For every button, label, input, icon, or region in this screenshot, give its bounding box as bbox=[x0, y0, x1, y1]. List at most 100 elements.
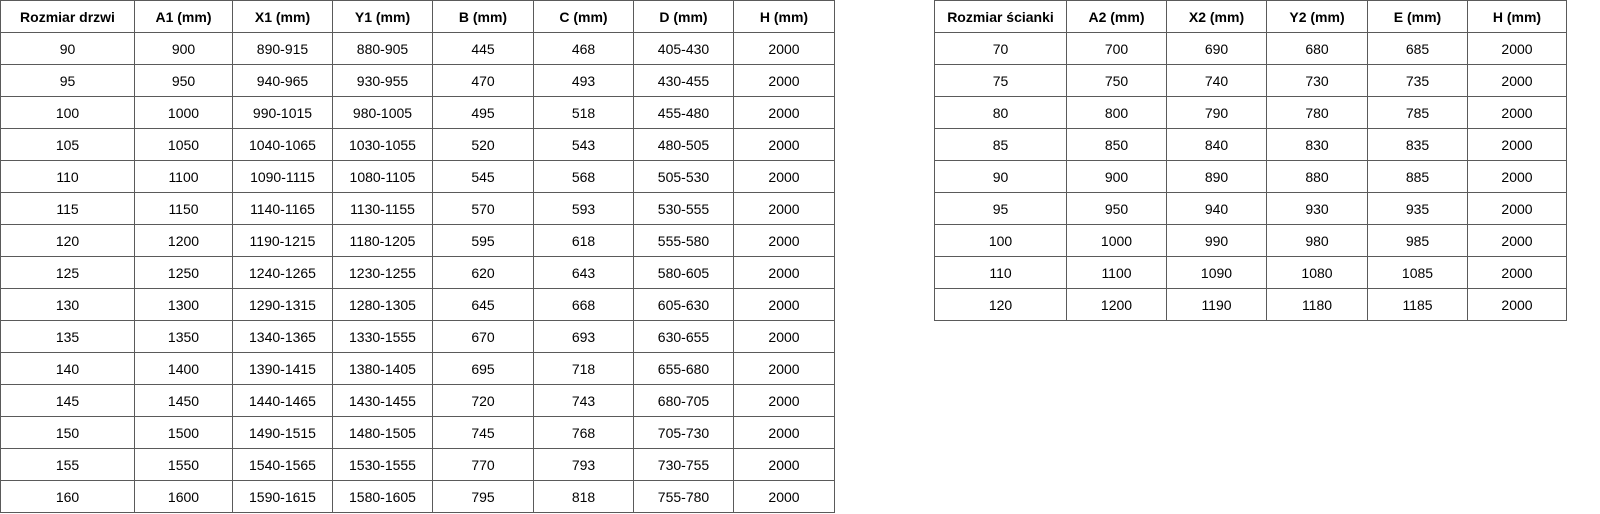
table-cell: 1500 bbox=[134, 416, 233, 449]
table-cell: 1600 bbox=[134, 480, 233, 513]
table-row: 135 1350 1340-1365 1330-1555 670 693 630-655 20… bbox=[0, 320, 835, 353]
table-cell: 160 bbox=[0, 480, 135, 513]
table-cell: 1185 bbox=[1367, 288, 1468, 321]
table-cell: 2000 bbox=[733, 384, 835, 417]
table-cell: 755-780 bbox=[633, 480, 734, 513]
table-cell: 1080 bbox=[1266, 256, 1368, 289]
table-cell: 1200 bbox=[134, 224, 233, 257]
table-cell: 2000 bbox=[733, 416, 835, 449]
table-row: 120 1200 1190 1180 1185 2000 bbox=[934, 288, 1567, 321]
table-cell: 1050 bbox=[134, 128, 233, 161]
table-cell: 105 bbox=[0, 128, 135, 161]
column-header: A1 (mm) bbox=[134, 0, 233, 33]
table-cell: 125 bbox=[0, 256, 135, 289]
table-cell: 1240-1265 bbox=[232, 256, 333, 289]
table-cell: 700 bbox=[1066, 32, 1167, 65]
table-cell: 685 bbox=[1367, 32, 1468, 65]
table-cell: 75 bbox=[934, 64, 1067, 97]
table-cell: 835 bbox=[1367, 128, 1468, 161]
table-cell: 1030-1055 bbox=[332, 128, 433, 161]
table-cell: 110 bbox=[0, 160, 135, 193]
table-cell: 95 bbox=[934, 192, 1067, 225]
column-header: E (mm) bbox=[1367, 0, 1468, 33]
table-cell: 768 bbox=[533, 416, 634, 449]
table-cell: 1090 bbox=[1166, 256, 1267, 289]
table-cell: 745 bbox=[432, 416, 534, 449]
table-cell: 720 bbox=[432, 384, 534, 417]
table-cell: 135 bbox=[0, 320, 135, 353]
table-row: 160 1600 1590-1615 1580-1605 795 818 755-780 20… bbox=[0, 480, 835, 513]
table-cell: 930 bbox=[1266, 192, 1368, 225]
table-cell: 950 bbox=[134, 64, 233, 97]
table-cell: 1340-1365 bbox=[232, 320, 333, 353]
table-row: 95 950 940-965 930-955 470 493 430-455 2000 bbox=[0, 64, 835, 97]
table-cell: 85 bbox=[934, 128, 1067, 161]
table-cell: 120 bbox=[934, 288, 1067, 321]
column-header: B (mm) bbox=[432, 0, 534, 33]
table-cell: 850 bbox=[1066, 128, 1167, 161]
table-row: 125 1250 1240-1265 1230-1255 620 643 580-605 20… bbox=[0, 256, 835, 289]
table-cell: 800 bbox=[1066, 96, 1167, 129]
table-cell: 90 bbox=[0, 32, 135, 65]
table-cell: 1490-1515 bbox=[232, 416, 333, 449]
table-cell: 2000 bbox=[1467, 192, 1567, 225]
table-cell: 2000 bbox=[733, 256, 835, 289]
table-cell: 2000 bbox=[1467, 32, 1567, 65]
table-cell: 480-505 bbox=[633, 128, 734, 161]
table-row: 80 800 790 780 785 2000 bbox=[934, 96, 1567, 129]
table-cell: 1190 bbox=[1166, 288, 1267, 321]
table-cell: 1040-1065 bbox=[232, 128, 333, 161]
table-cell: 2000 bbox=[733, 160, 835, 193]
table-cell: 95 bbox=[0, 64, 135, 97]
table-row: 155 1550 1540-1565 1530-1555 770 793 730-755 20… bbox=[0, 448, 835, 481]
table-row: 75 750 740 730 735 2000 bbox=[934, 64, 1567, 97]
table-cell: 990-1015 bbox=[232, 96, 333, 129]
table-cell: 150 bbox=[0, 416, 135, 449]
table-cell: 935 bbox=[1367, 192, 1468, 225]
table-cell: 985 bbox=[1367, 224, 1468, 257]
table-cell: 520 bbox=[432, 128, 534, 161]
table-row: 105 1050 1040-1065 1030-1055 520 543 480-505 20… bbox=[0, 128, 835, 161]
table-cell: 2000 bbox=[1467, 256, 1567, 289]
table-header-row: Rozmiar drzwi A1 (mm) X1 (mm) Y1 (mm) B (mm)… bbox=[0, 0, 835, 33]
table-cell: 1300 bbox=[134, 288, 233, 321]
table-cell: 1580-1605 bbox=[332, 480, 433, 513]
table-row: 110 1100 1090 1080 1085 2000 bbox=[934, 256, 1567, 289]
table-cell: 1350 bbox=[134, 320, 233, 353]
table-row: 100 1000 990-1015 980-1005 495 518 455-480 2000 bbox=[0, 96, 835, 129]
table-cell: 2000 bbox=[733, 96, 835, 129]
table-cell: 555-580 bbox=[633, 224, 734, 257]
table-cell: 900 bbox=[134, 32, 233, 65]
table-cell: 1390-1415 bbox=[232, 352, 333, 385]
table-cell: 580-605 bbox=[633, 256, 734, 289]
table-cell: 618 bbox=[533, 224, 634, 257]
table-cell: 155 bbox=[0, 448, 135, 481]
table-cell: 645 bbox=[432, 288, 534, 321]
table-cell: 1440-1465 bbox=[232, 384, 333, 417]
table-row: 145 1450 1440-1465 1430-1455 720 743 680-705 20… bbox=[0, 384, 835, 417]
table-cell: 468 bbox=[533, 32, 634, 65]
table-cell: 1280-1305 bbox=[332, 288, 433, 321]
column-header: C (mm) bbox=[533, 0, 634, 33]
table-row: 85 850 840 830 835 2000 bbox=[934, 128, 1567, 161]
table-cell: 2000 bbox=[733, 128, 835, 161]
table-cell: 705-730 bbox=[633, 416, 734, 449]
table-cell: 1230-1255 bbox=[332, 256, 433, 289]
table-cell: 2000 bbox=[733, 288, 835, 321]
table-cell: 695 bbox=[432, 352, 534, 385]
table-cell: 790 bbox=[1166, 96, 1267, 129]
table-cell: 595 bbox=[432, 224, 534, 257]
column-header: D (mm) bbox=[633, 0, 734, 33]
table-cell: 680 bbox=[1266, 32, 1368, 65]
table-cell: 1000 bbox=[134, 96, 233, 129]
table-cell: 980 bbox=[1266, 224, 1368, 257]
table-row: 110 1100 1090-1115 1080-1105 545 568 505-530 20… bbox=[0, 160, 835, 193]
table-cell: 1180-1205 bbox=[332, 224, 433, 257]
table-cell: 880 bbox=[1266, 160, 1368, 193]
table-row: 70 700 690 680 685 2000 bbox=[934, 32, 1567, 65]
table-cell: 740 bbox=[1166, 64, 1267, 97]
table-cell: 445 bbox=[432, 32, 534, 65]
table-cell: 130 bbox=[0, 288, 135, 321]
table-cell: 770 bbox=[432, 448, 534, 481]
column-header: H (mm) bbox=[1467, 0, 1567, 33]
